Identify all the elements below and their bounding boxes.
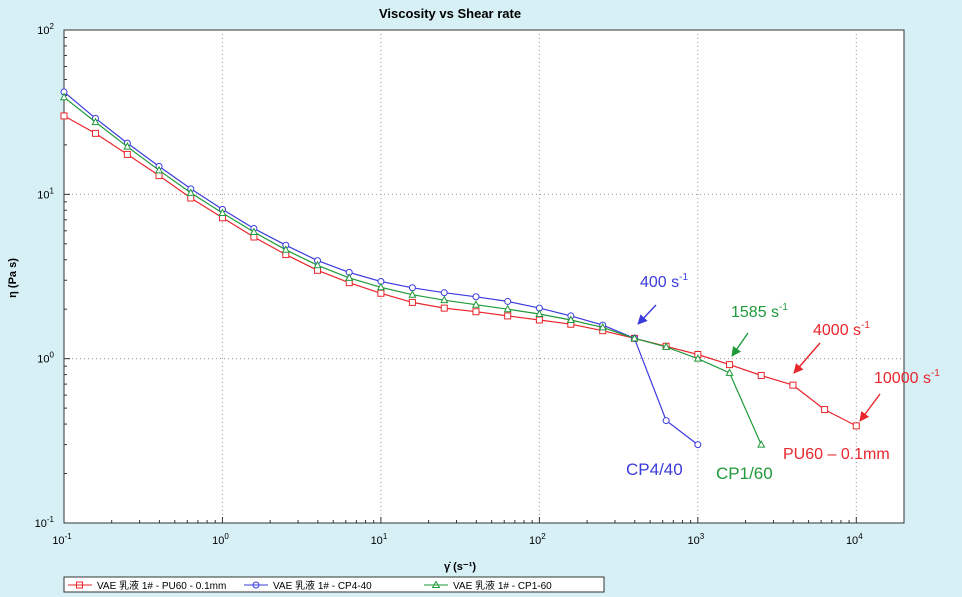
data-point bbox=[440, 289, 448, 297]
arrow-1585 bbox=[731, 332, 749, 357]
data-point bbox=[472, 308, 480, 316]
series-2 bbox=[59, 92, 766, 448]
y-axis-label: η (Pa s) bbox=[7, 258, 19, 298]
x-tick-label: 101 bbox=[371, 532, 388, 547]
data-point bbox=[821, 406, 829, 414]
annotation-pu60: PU60 – 0.1mm bbox=[783, 446, 890, 463]
data-point bbox=[408, 290, 417, 298]
data-point bbox=[155, 172, 163, 180]
data-point bbox=[376, 282, 385, 291]
data-point bbox=[59, 92, 69, 101]
annotation-1585: 1585 s-1 bbox=[731, 302, 788, 321]
annotation-cp160: CP1/60 bbox=[716, 464, 773, 483]
data-point bbox=[249, 227, 258, 235]
data-point bbox=[472, 293, 480, 301]
data-point bbox=[662, 417, 670, 425]
annotation-400: 400 s-1 bbox=[640, 272, 688, 291]
y-tick-labels: 10-1 100 101 102 bbox=[35, 22, 55, 530]
data-point bbox=[60, 112, 68, 120]
data-point bbox=[757, 440, 766, 448]
data-point bbox=[123, 150, 131, 158]
data-point bbox=[535, 309, 544, 317]
x-tick-label: 102 bbox=[529, 532, 546, 547]
series-line bbox=[63, 115, 857, 427]
data-point bbox=[693, 354, 702, 362]
data-point bbox=[757, 371, 765, 379]
legend-label-cp4: VAE 乳液 1# - CP4-40 bbox=[273, 579, 372, 592]
y-tick-label: 10-1 bbox=[35, 515, 55, 530]
data-point bbox=[218, 208, 227, 216]
data-point bbox=[123, 142, 132, 150]
annotation-cp440: CP4/40 bbox=[626, 460, 683, 479]
chart-title: Viscosity vs Shear rate bbox=[379, 6, 521, 21]
x-tick-label: 103 bbox=[687, 532, 704, 547]
grid-lines bbox=[63, 30, 905, 524]
annotation-10000: 10000 s-1 bbox=[874, 368, 940, 387]
x-tick-label: 104 bbox=[846, 532, 863, 547]
data-point bbox=[408, 284, 416, 292]
x-tick-label: 10-1 bbox=[52, 532, 72, 547]
data-point bbox=[281, 245, 290, 253]
data-point bbox=[504, 312, 512, 320]
data-point bbox=[503, 304, 512, 313]
annotation-4000: 4000 s-1 bbox=[813, 320, 870, 339]
legend-marker-cp1 bbox=[431, 580, 441, 588]
data-point bbox=[504, 297, 512, 305]
data-point bbox=[725, 368, 734, 376]
data-point bbox=[186, 188, 195, 196]
data-point bbox=[566, 315, 575, 323]
data-point bbox=[155, 165, 164, 174]
data-point bbox=[313, 260, 322, 269]
data-point bbox=[440, 304, 448, 312]
data-point bbox=[694, 441, 702, 449]
plot-area bbox=[63, 29, 905, 524]
legend-label-pu60: VAE 乳液 1# - PU60 - 0.1mm bbox=[97, 579, 226, 592]
data-point bbox=[91, 129, 99, 137]
legend-marker-pu60 bbox=[76, 581, 83, 589]
data-point bbox=[440, 295, 449, 304]
legend-label-cp1: VAE 乳液 1# - CP1-60 bbox=[453, 579, 552, 592]
data-point bbox=[345, 273, 354, 281]
data-point bbox=[726, 361, 734, 369]
y-tick-label: 102 bbox=[37, 22, 54, 37]
y-tick-label: 101 bbox=[37, 186, 54, 201]
arrow-400 bbox=[637, 304, 657, 325]
data-point bbox=[91, 117, 100, 126]
data-point bbox=[852, 422, 860, 430]
legend-marker-cp4 bbox=[252, 581, 260, 589]
data-point bbox=[471, 300, 481, 308]
arrow-4000 bbox=[793, 342, 821, 374]
legend: VAE 乳液 1# - PU60 - 0.1mm VAE 乳液 1# - CP4… bbox=[63, 576, 605, 593]
data-point bbox=[377, 289, 385, 297]
x-axis-label: γ̇ (s⁻¹) bbox=[444, 561, 476, 573]
data-point bbox=[408, 298, 416, 306]
arrow-10000 bbox=[859, 393, 881, 422]
data-point bbox=[535, 316, 543, 324]
x-tick-labels: 10-1 100 101 102 103 104 bbox=[52, 532, 863, 547]
legend-box bbox=[63, 576, 605, 593]
y-tick-label: 100 bbox=[37, 351, 54, 366]
data-point bbox=[662, 342, 671, 350]
x-tick-label: 100 bbox=[212, 532, 229, 547]
data-point bbox=[598, 322, 607, 331]
data-point bbox=[789, 381, 797, 389]
data-point bbox=[630, 333, 639, 342]
series-group bbox=[59, 88, 860, 449]
